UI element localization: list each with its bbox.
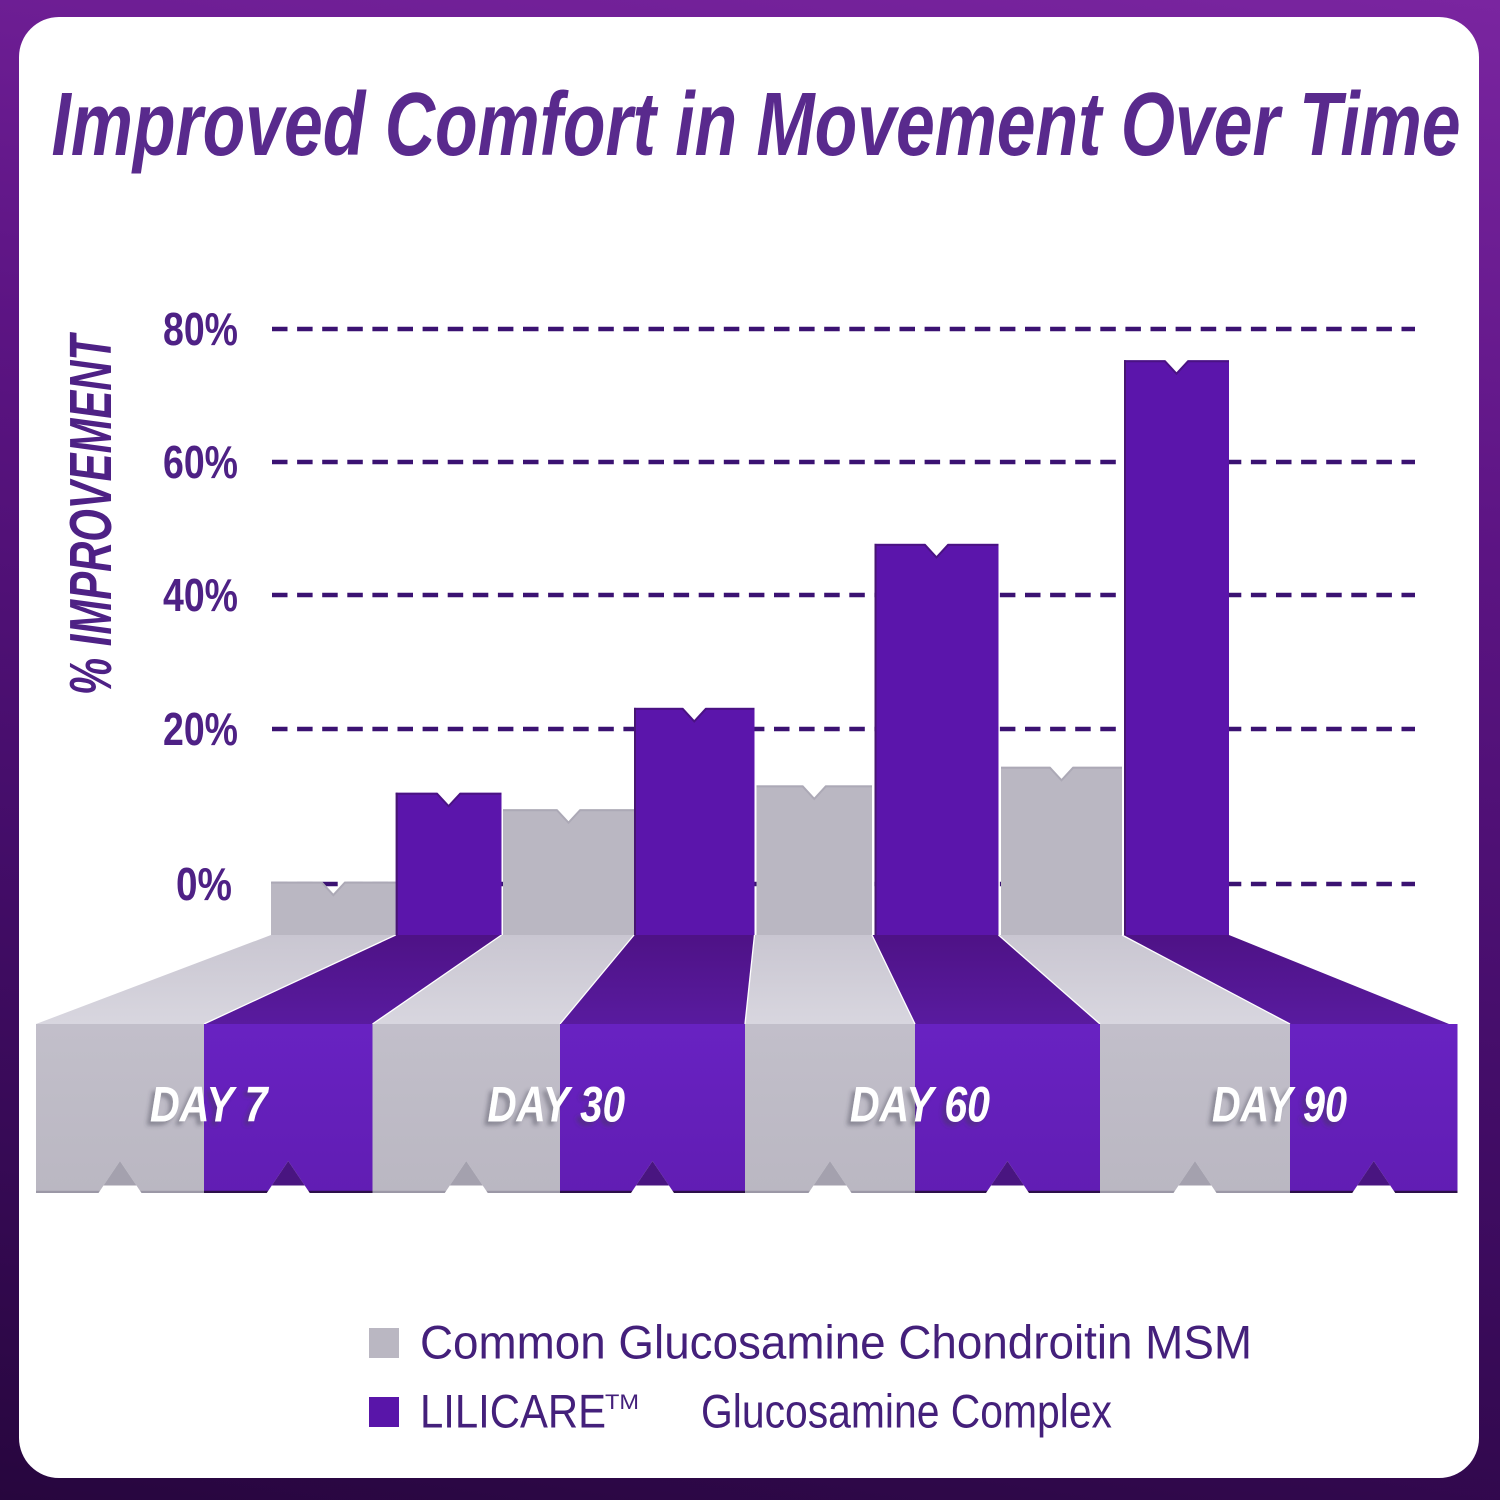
- svg-text:Common Glucosamine Chondroitin: Common Glucosamine Chondroitin MSM: [420, 1316, 1252, 1369]
- svg-text:DAY 30: DAY 30: [488, 1077, 626, 1133]
- svg-text:Improved Comfort in Movement O: Improved Comfort in Movement Over Time: [52, 75, 1461, 175]
- svg-text:LILICARE: LILICARE: [420, 1385, 606, 1438]
- svg-text:80%: 80%: [163, 303, 238, 355]
- svg-text:DAY 7: DAY 7: [150, 1077, 269, 1133]
- svg-text:60%: 60%: [163, 436, 238, 488]
- svg-text:TM: TM: [605, 1391, 639, 1414]
- svg-text:DAY 60: DAY 60: [850, 1077, 990, 1133]
- svg-text:20%: 20%: [163, 703, 238, 755]
- svg-text:DAY 90: DAY 90: [1212, 1077, 1347, 1133]
- svg-text:0%: 0%: [176, 858, 232, 910]
- svg-text:40%: 40%: [163, 569, 238, 621]
- svg-text:% IMPROVEMENT: % IMPROVEMENT: [58, 331, 124, 695]
- svg-text:Glucosamine Complex: Glucosamine Complex: [701, 1385, 1112, 1438]
